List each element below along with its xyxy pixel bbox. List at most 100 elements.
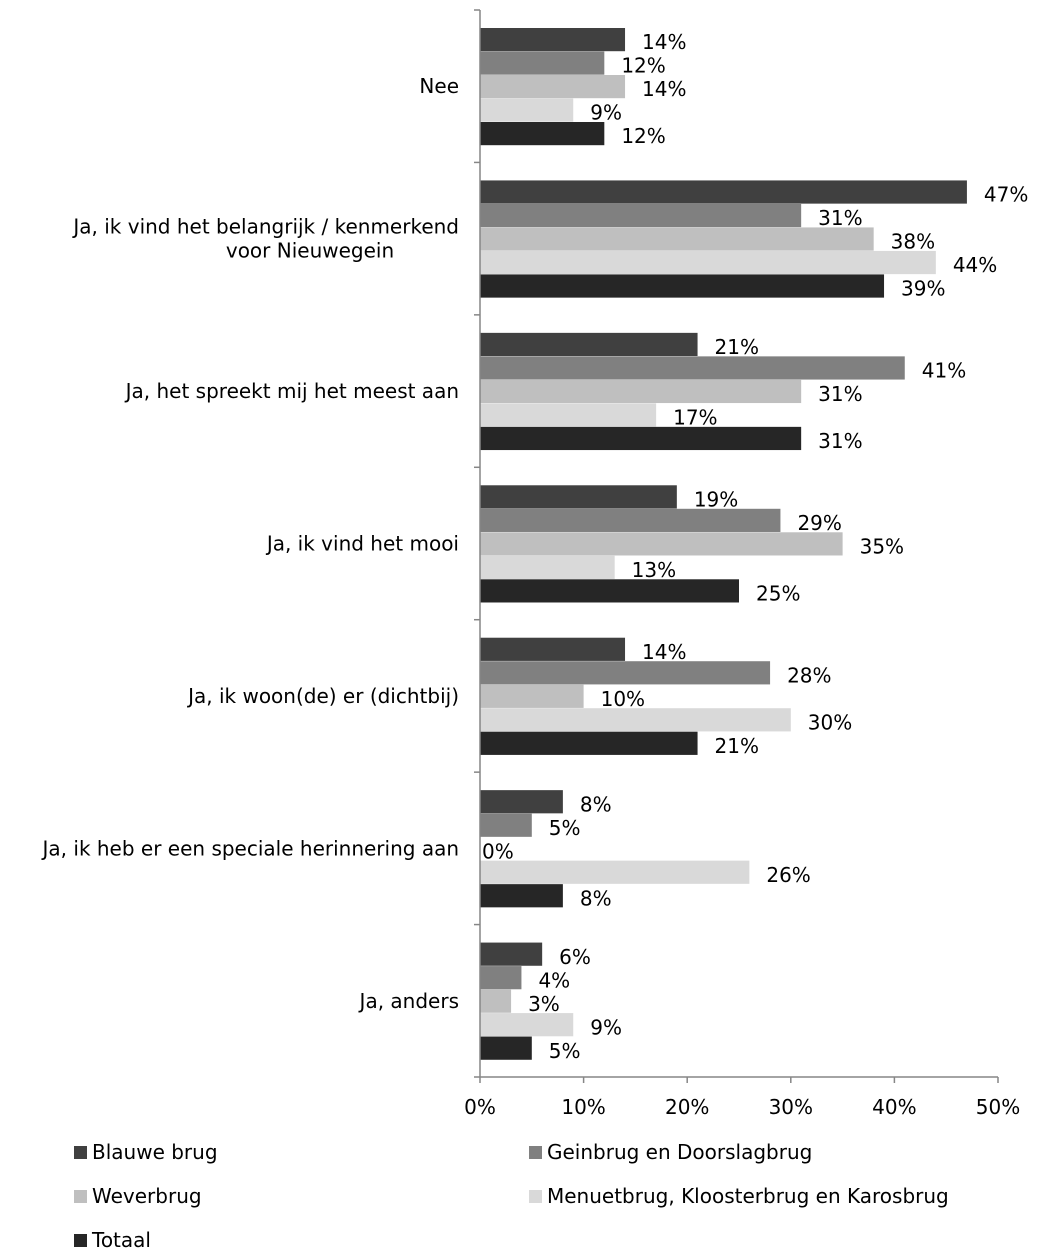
bar [480,332,698,357]
bar [480,203,802,228]
bar [480,122,605,146]
data-label: 28% [787,663,831,687]
legend-swatch [74,1233,87,1247]
bar [480,51,605,75]
bar [480,227,874,251]
bar [480,684,584,708]
legend-item: Blauwe brug [74,1140,218,1164]
data-label: 8% [580,886,612,910]
legend-item: Menuetbrug, Kloosterbrug en Karosbrug [529,1184,949,1208]
data-label: 41% [922,359,966,383]
legend-label: Blauwe brug [92,1140,218,1164]
bar [480,28,626,52]
legend-swatch [74,1189,87,1203]
bar [480,485,677,509]
x-tick-label: 0% [464,1095,496,1119]
data-label: 21% [715,335,759,359]
data-label: 17% [673,406,717,430]
legend-item: Totaal [74,1228,151,1252]
data-label: 35% [860,534,904,558]
data-label: 8% [580,792,612,816]
legend-swatch [74,1145,87,1159]
data-label: 0% [482,839,514,863]
data-label: 26% [766,863,810,887]
legend-item: Weverbrug [74,1184,202,1208]
data-label: 13% [632,558,676,582]
bars-group [480,28,967,1060]
bar [480,579,739,603]
bar [480,555,615,579]
data-label: 39% [901,277,945,301]
data-label: 30% [808,710,852,734]
data-label: 9% [590,1015,622,1039]
x-tick-label: 10% [561,1095,605,1119]
legend-label: Geinbrug en Doorslagbrug [547,1140,813,1164]
bar [480,661,771,685]
category-label: Ja, het spreekt mij het meest aan [124,379,459,403]
data-label: 19% [694,487,738,511]
data-label: 47% [984,183,1028,207]
bar [480,966,522,990]
bar [480,884,563,908]
bar [480,942,543,966]
bar [480,708,791,732]
axes-group: Nee Ja, ik vind het belangrijk / kenmerke… [41,9,1020,1119]
data-label: 29% [797,511,841,535]
bar [480,1036,532,1060]
category-label: Ja, ik vind het belangrijk / kenmerkend [71,215,459,239]
legend-label: Menuetbrug, Kloosterbrug en Karosbrug [547,1184,949,1208]
bar [480,989,512,1013]
category-label: Ja, ik vind het mooi [265,532,459,556]
category-label: Ja, ik woon(de) er (dichtbij) [186,684,459,708]
data-labels-group: 14%12%14%9%12%47%31%38%44%39%21%41%31%17… [482,30,1028,1063]
category-label: Ja, ik heb er een speciale herinnering a… [41,836,459,860]
bar [480,731,698,755]
x-tick-label: 30% [769,1095,813,1119]
bar [480,98,574,122]
data-label: 14% [642,640,686,664]
x-tick-label: 20% [665,1095,709,1119]
bar [480,180,967,204]
bar [480,274,885,298]
data-label: 4% [538,968,570,992]
bar [480,75,626,99]
legend-swatch [529,1189,542,1203]
data-label: 12% [621,124,665,148]
data-label: 5% [549,816,581,840]
data-label: 44% [953,253,997,277]
data-label: 38% [891,230,935,254]
bar [480,813,532,837]
bar [480,250,936,275]
data-label: 5% [549,1039,581,1063]
data-label: 25% [756,581,800,605]
category-label: Nee [419,74,459,98]
data-label: 14% [642,30,686,54]
bar [480,356,905,380]
legend-item: Geinbrug en Doorslagbrug [529,1140,812,1164]
bar [480,860,750,884]
data-label: 9% [590,101,622,125]
legend-swatch [529,1145,542,1159]
data-label: 21% [715,734,759,758]
data-label: 10% [601,687,645,711]
legend-label: Weverbrug [92,1184,202,1208]
bar [480,1013,574,1037]
bar-chart: 14%12%14%9%12%47%31%38%44%39%21%41%31%17… [41,9,1028,1119]
data-label: 14% [642,77,686,101]
data-label: 31% [818,382,862,406]
category-label: Ja, anders [358,989,459,1013]
data-label: 3% [528,992,560,1016]
bar [480,790,563,814]
bar [480,637,626,661]
bar [480,403,657,427]
x-tick-label: 40% [872,1095,916,1119]
data-label: 6% [559,945,591,969]
bar [480,379,802,404]
bar [480,532,843,556]
data-label: 12% [621,54,665,78]
x-tick-label: 50% [976,1095,1020,1119]
data-label: 31% [818,429,862,453]
legend-label: Totaal [92,1228,151,1252]
bar [480,508,781,532]
bar [480,426,802,451]
